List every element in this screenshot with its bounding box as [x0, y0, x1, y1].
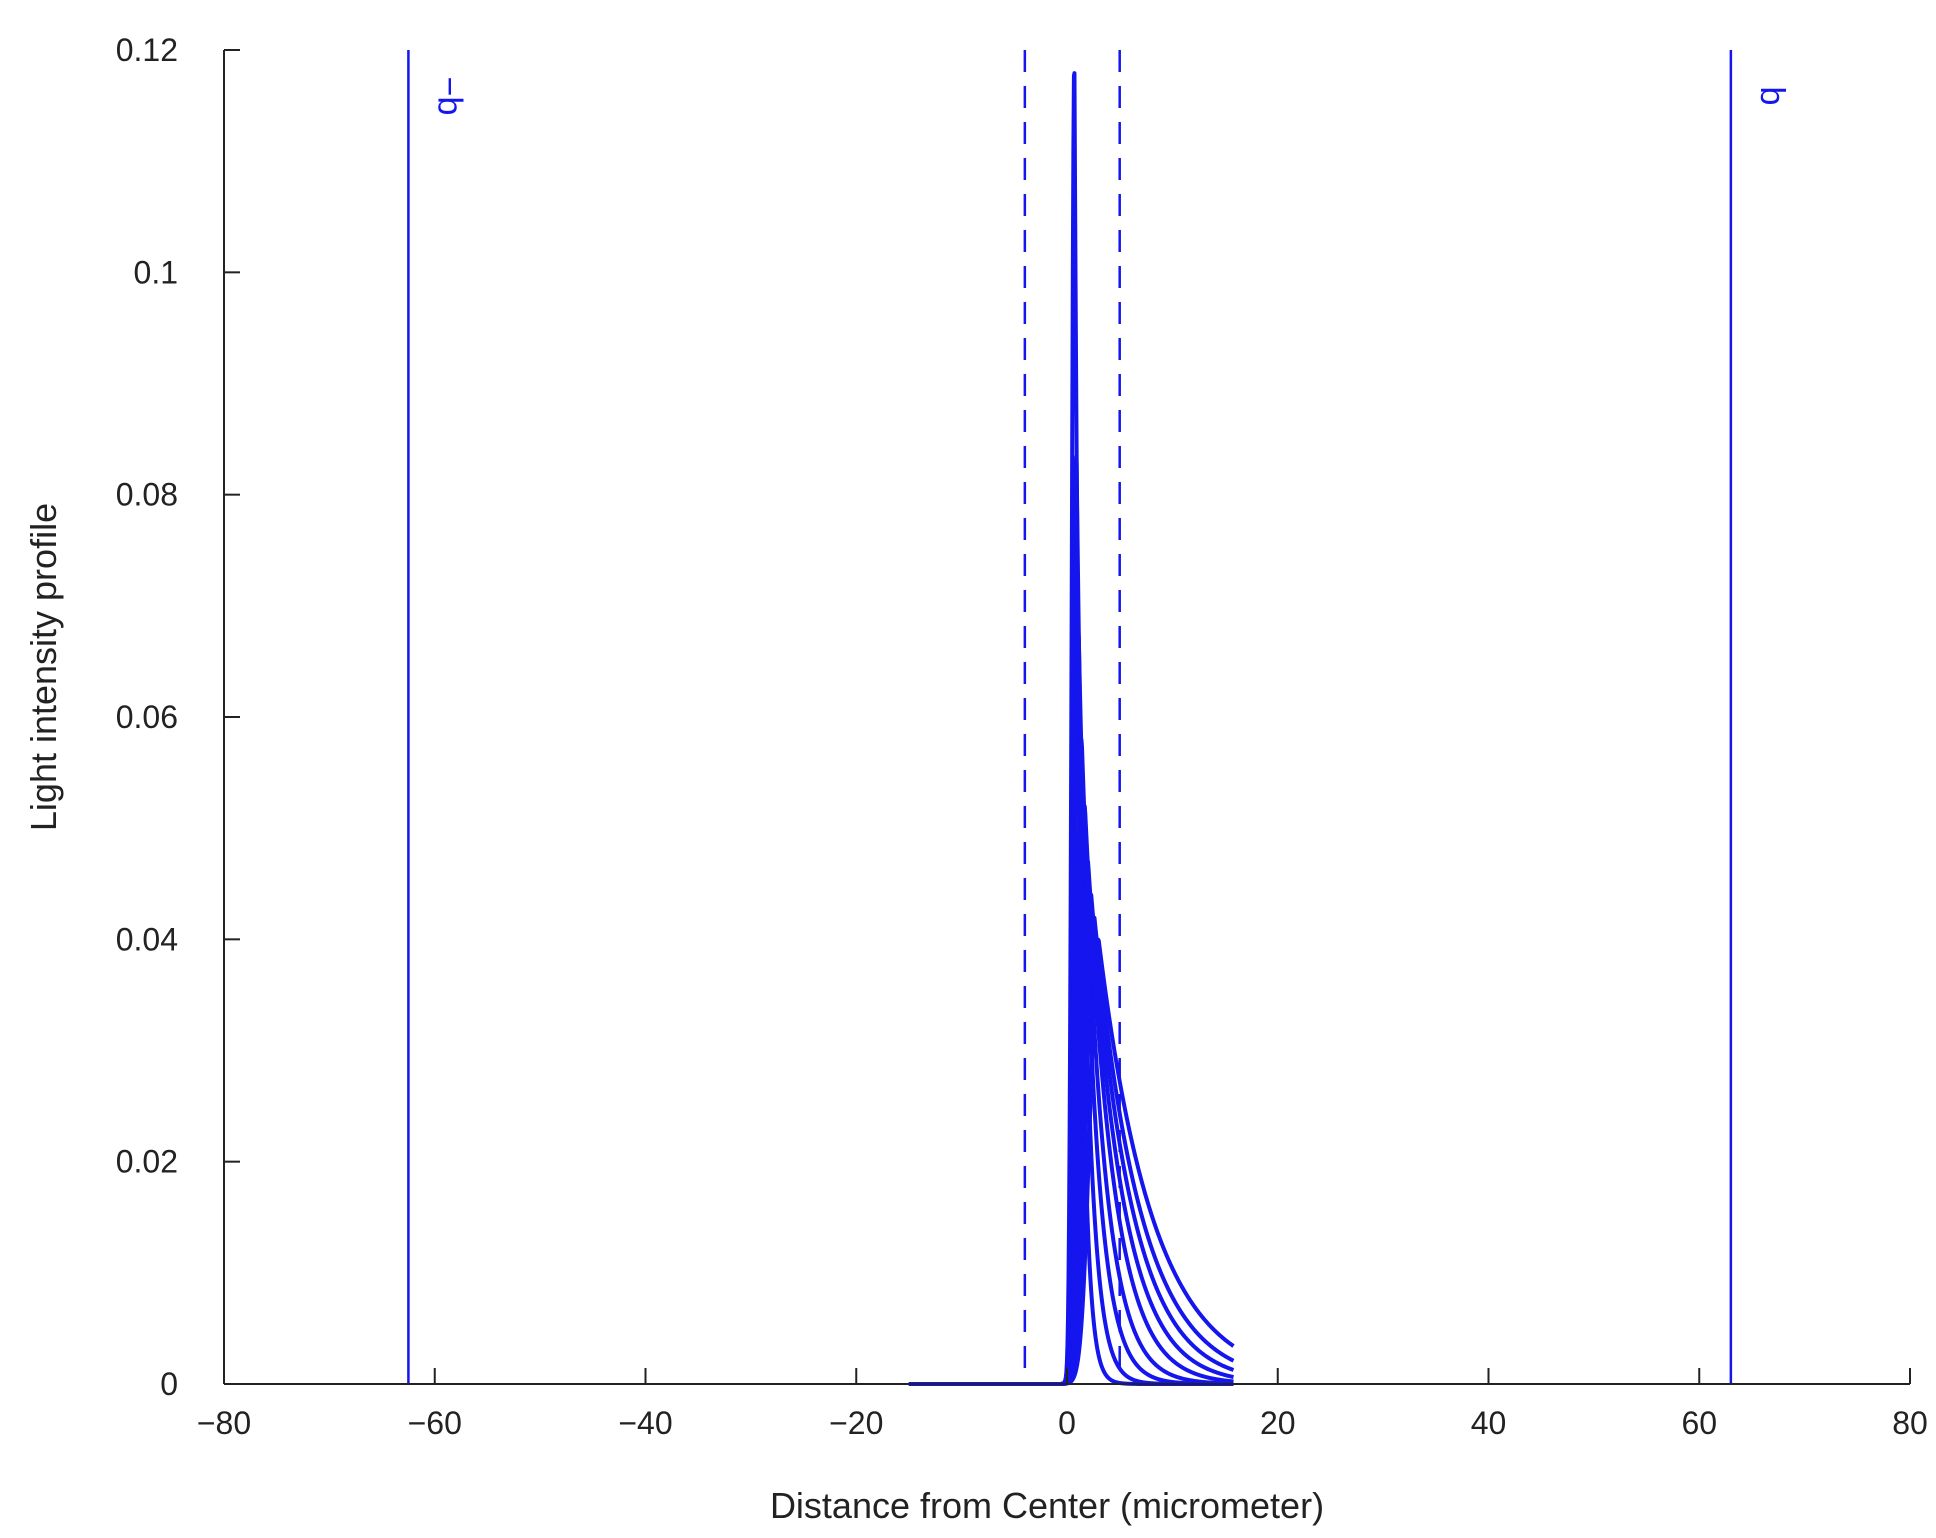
y-tick-label: 0.12: [116, 32, 178, 68]
x-tick-label: 80: [1892, 1405, 1928, 1441]
axes: −80 −60 −40 −20 0 20 40 60 80 0 0.02 0.04 0.06 0.08 0.…: [116, 32, 1928, 1441]
x-tick-label: 0: [1058, 1405, 1076, 1441]
vertical-marker-lines: −b b: [407, 50, 1791, 1384]
y-axis-title: Light intensity profile: [23, 503, 64, 831]
x-tick-label: 20: [1260, 1405, 1296, 1441]
x-tick-label: 60: [1681, 1405, 1717, 1441]
y-tick-label: 0.02: [116, 1144, 178, 1180]
y-tick-label: 0.08: [116, 477, 178, 513]
y-tick-label: 0: [160, 1366, 178, 1402]
x-tick-label: −40: [618, 1405, 672, 1441]
x-tick-label: −20: [829, 1405, 883, 1441]
boundary-label: −b: [430, 77, 468, 116]
y-tick-label: 0.04: [116, 921, 178, 957]
x-tick-label: −80: [197, 1405, 251, 1441]
x-tick-label: −60: [408, 1405, 462, 1441]
boundary-label: b: [1753, 87, 1791, 106]
y-tick-label: 0.06: [116, 699, 178, 735]
x-axis-title: Distance from Center (micrometer): [770, 1485, 1324, 1526]
x-tick-label: 40: [1471, 1405, 1507, 1441]
intensity-curves: [907, 71, 1235, 1386]
y-tick-label: 0.1: [134, 254, 178, 290]
